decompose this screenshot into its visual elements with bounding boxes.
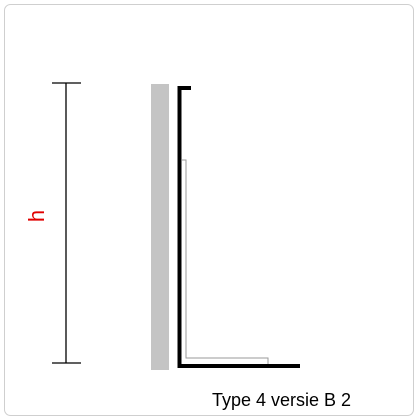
- caption: Type 4 versie B 2: [212, 390, 351, 410]
- profile: [177, 86, 300, 368]
- dimension-line: [52, 82, 81, 364]
- wall: [151, 84, 169, 370]
- frame: [4, 4, 414, 416]
- dimension-label: h: [24, 210, 49, 222]
- inner-profile: [182, 159, 269, 364]
